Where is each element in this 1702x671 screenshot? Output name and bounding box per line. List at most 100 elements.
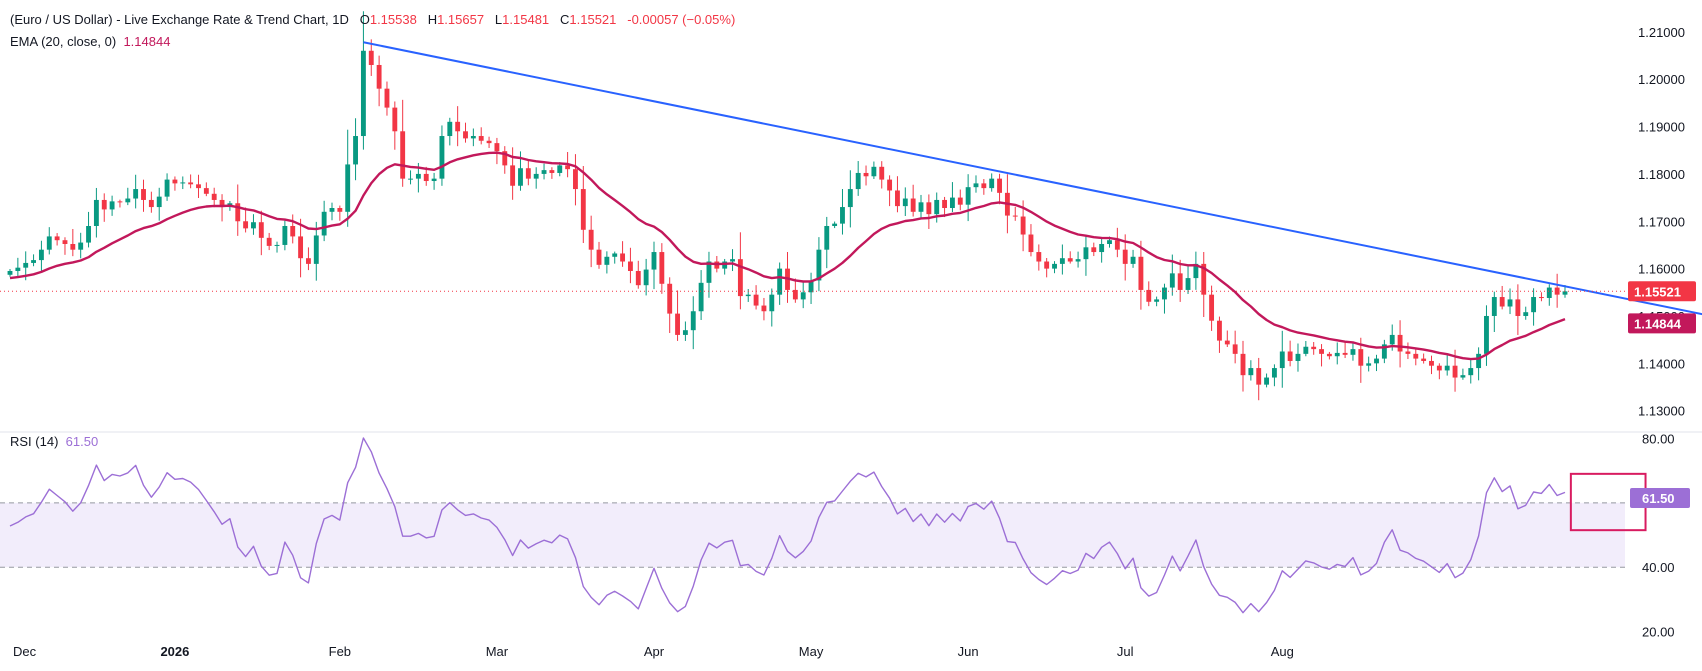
candle-body bbox=[1130, 256, 1136, 264]
close-value: 1.15521 bbox=[569, 12, 617, 27]
candle-body bbox=[455, 121, 461, 132]
candle-body bbox=[1028, 234, 1034, 253]
ema-value: 1.14844 bbox=[123, 34, 171, 49]
open-value: 1.15538 bbox=[369, 12, 417, 27]
candle-body bbox=[863, 172, 869, 177]
rsi-y-tick-label: 20.00 bbox=[1642, 625, 1675, 640]
x-tick-label: Jul bbox=[1117, 644, 1134, 659]
candle-body bbox=[918, 202, 924, 212]
candle-body bbox=[243, 221, 249, 229]
candle-body bbox=[1358, 349, 1364, 366]
candle-body bbox=[125, 198, 131, 203]
ema-legend: EMA (20, close, 0) 1.14844 bbox=[10, 34, 170, 49]
candle-body bbox=[949, 197, 955, 209]
candle-body bbox=[1146, 289, 1152, 302]
candle-body bbox=[494, 143, 500, 152]
candle-body bbox=[997, 178, 1002, 193]
x-tick-label: Feb bbox=[329, 644, 351, 659]
candle-body bbox=[1397, 334, 1403, 352]
candle-body bbox=[290, 226, 296, 237]
candle-body bbox=[525, 168, 531, 179]
candle-body bbox=[745, 294, 751, 297]
x-tick-label: May bbox=[799, 644, 824, 659]
x-tick-label: Apr bbox=[644, 644, 665, 659]
candle-body bbox=[1531, 297, 1537, 313]
candle-body bbox=[659, 252, 665, 284]
price-y-tick-label: 1.21000 bbox=[1638, 25, 1685, 40]
rsi-legend: RSI (14) 61.50 bbox=[10, 434, 98, 449]
candle-body bbox=[1554, 287, 1560, 295]
candle-body bbox=[502, 151, 508, 166]
candle-body bbox=[1138, 256, 1144, 290]
x-tick-label: Jun bbox=[958, 644, 979, 659]
candle-body bbox=[596, 249, 602, 265]
candle-body bbox=[840, 207, 845, 224]
rsi-label: RSI (14) bbox=[10, 434, 59, 449]
axes: 1.130001.140001.150001.160001.170001.180… bbox=[0, 25, 1702, 659]
candle-body bbox=[1523, 312, 1529, 316]
change-value: -0.00057 (−0.05%) bbox=[627, 12, 736, 27]
candle-body bbox=[1311, 346, 1317, 350]
candle-body bbox=[816, 249, 822, 281]
candle-body bbox=[1154, 299, 1160, 302]
candle-body bbox=[588, 229, 594, 250]
candle-body bbox=[942, 199, 948, 209]
candle-body bbox=[1350, 349, 1356, 355]
candle-body bbox=[1319, 349, 1324, 354]
rsi-value-badge bbox=[1630, 487, 1690, 508]
candle-body bbox=[133, 189, 139, 199]
candle-body bbox=[855, 172, 861, 190]
candle-body bbox=[148, 199, 154, 208]
last-price-badge bbox=[1628, 281, 1696, 302]
candle-body bbox=[761, 305, 767, 312]
candle-body bbox=[1303, 346, 1309, 354]
candle-body bbox=[1271, 368, 1277, 378]
candle-body bbox=[1059, 258, 1065, 264]
candle-body bbox=[1201, 263, 1207, 295]
candle-body bbox=[1083, 247, 1089, 260]
candle-body bbox=[164, 179, 170, 197]
candle-body bbox=[1020, 216, 1026, 235]
ema-badge bbox=[1628, 313, 1696, 334]
candle-body bbox=[706, 261, 712, 283]
candle-body bbox=[769, 294, 775, 312]
candle-body bbox=[46, 236, 52, 250]
candle-body bbox=[196, 184, 201, 189]
candle-body bbox=[274, 244, 280, 246]
x-tick-label: 2026 bbox=[160, 644, 189, 659]
candle-body bbox=[1429, 360, 1434, 366]
candle-body bbox=[86, 226, 91, 243]
candle-body bbox=[698, 282, 704, 312]
candle-body bbox=[1539, 297, 1544, 299]
candle-body bbox=[533, 173, 539, 179]
candle-body bbox=[282, 226, 288, 245]
ema-line bbox=[9, 151, 1566, 361]
candle-body bbox=[1169, 273, 1175, 288]
candle-body bbox=[392, 107, 398, 132]
candle-body bbox=[965, 187, 971, 205]
candle-body bbox=[376, 64, 382, 89]
candle-body bbox=[847, 189, 853, 208]
candle-body bbox=[109, 201, 115, 210]
candle-body bbox=[188, 182, 194, 185]
candle-body bbox=[926, 202, 932, 215]
candle-body bbox=[117, 201, 123, 203]
candle-body bbox=[557, 165, 563, 173]
price-y-tick-label: 1.14000 bbox=[1638, 356, 1685, 371]
candle-body bbox=[612, 253, 618, 257]
candle-body bbox=[1209, 294, 1215, 321]
rsi-value-badge-text: 61.50 bbox=[1642, 491, 1675, 506]
price-y-tick-label: 1.13000 bbox=[1638, 404, 1685, 419]
candle-body bbox=[1052, 263, 1057, 269]
candle-body bbox=[1326, 353, 1332, 357]
candle-body bbox=[1421, 358, 1427, 361]
candle-body bbox=[518, 168, 523, 186]
candle-body bbox=[1217, 320, 1222, 341]
x-tick-label: Dec bbox=[13, 644, 37, 659]
candle-body bbox=[1476, 353, 1482, 369]
candle-body bbox=[565, 165, 571, 170]
candle-body bbox=[1012, 215, 1018, 217]
candle-body bbox=[345, 164, 351, 212]
candle-body bbox=[384, 88, 390, 108]
candle-body bbox=[1374, 358, 1379, 364]
